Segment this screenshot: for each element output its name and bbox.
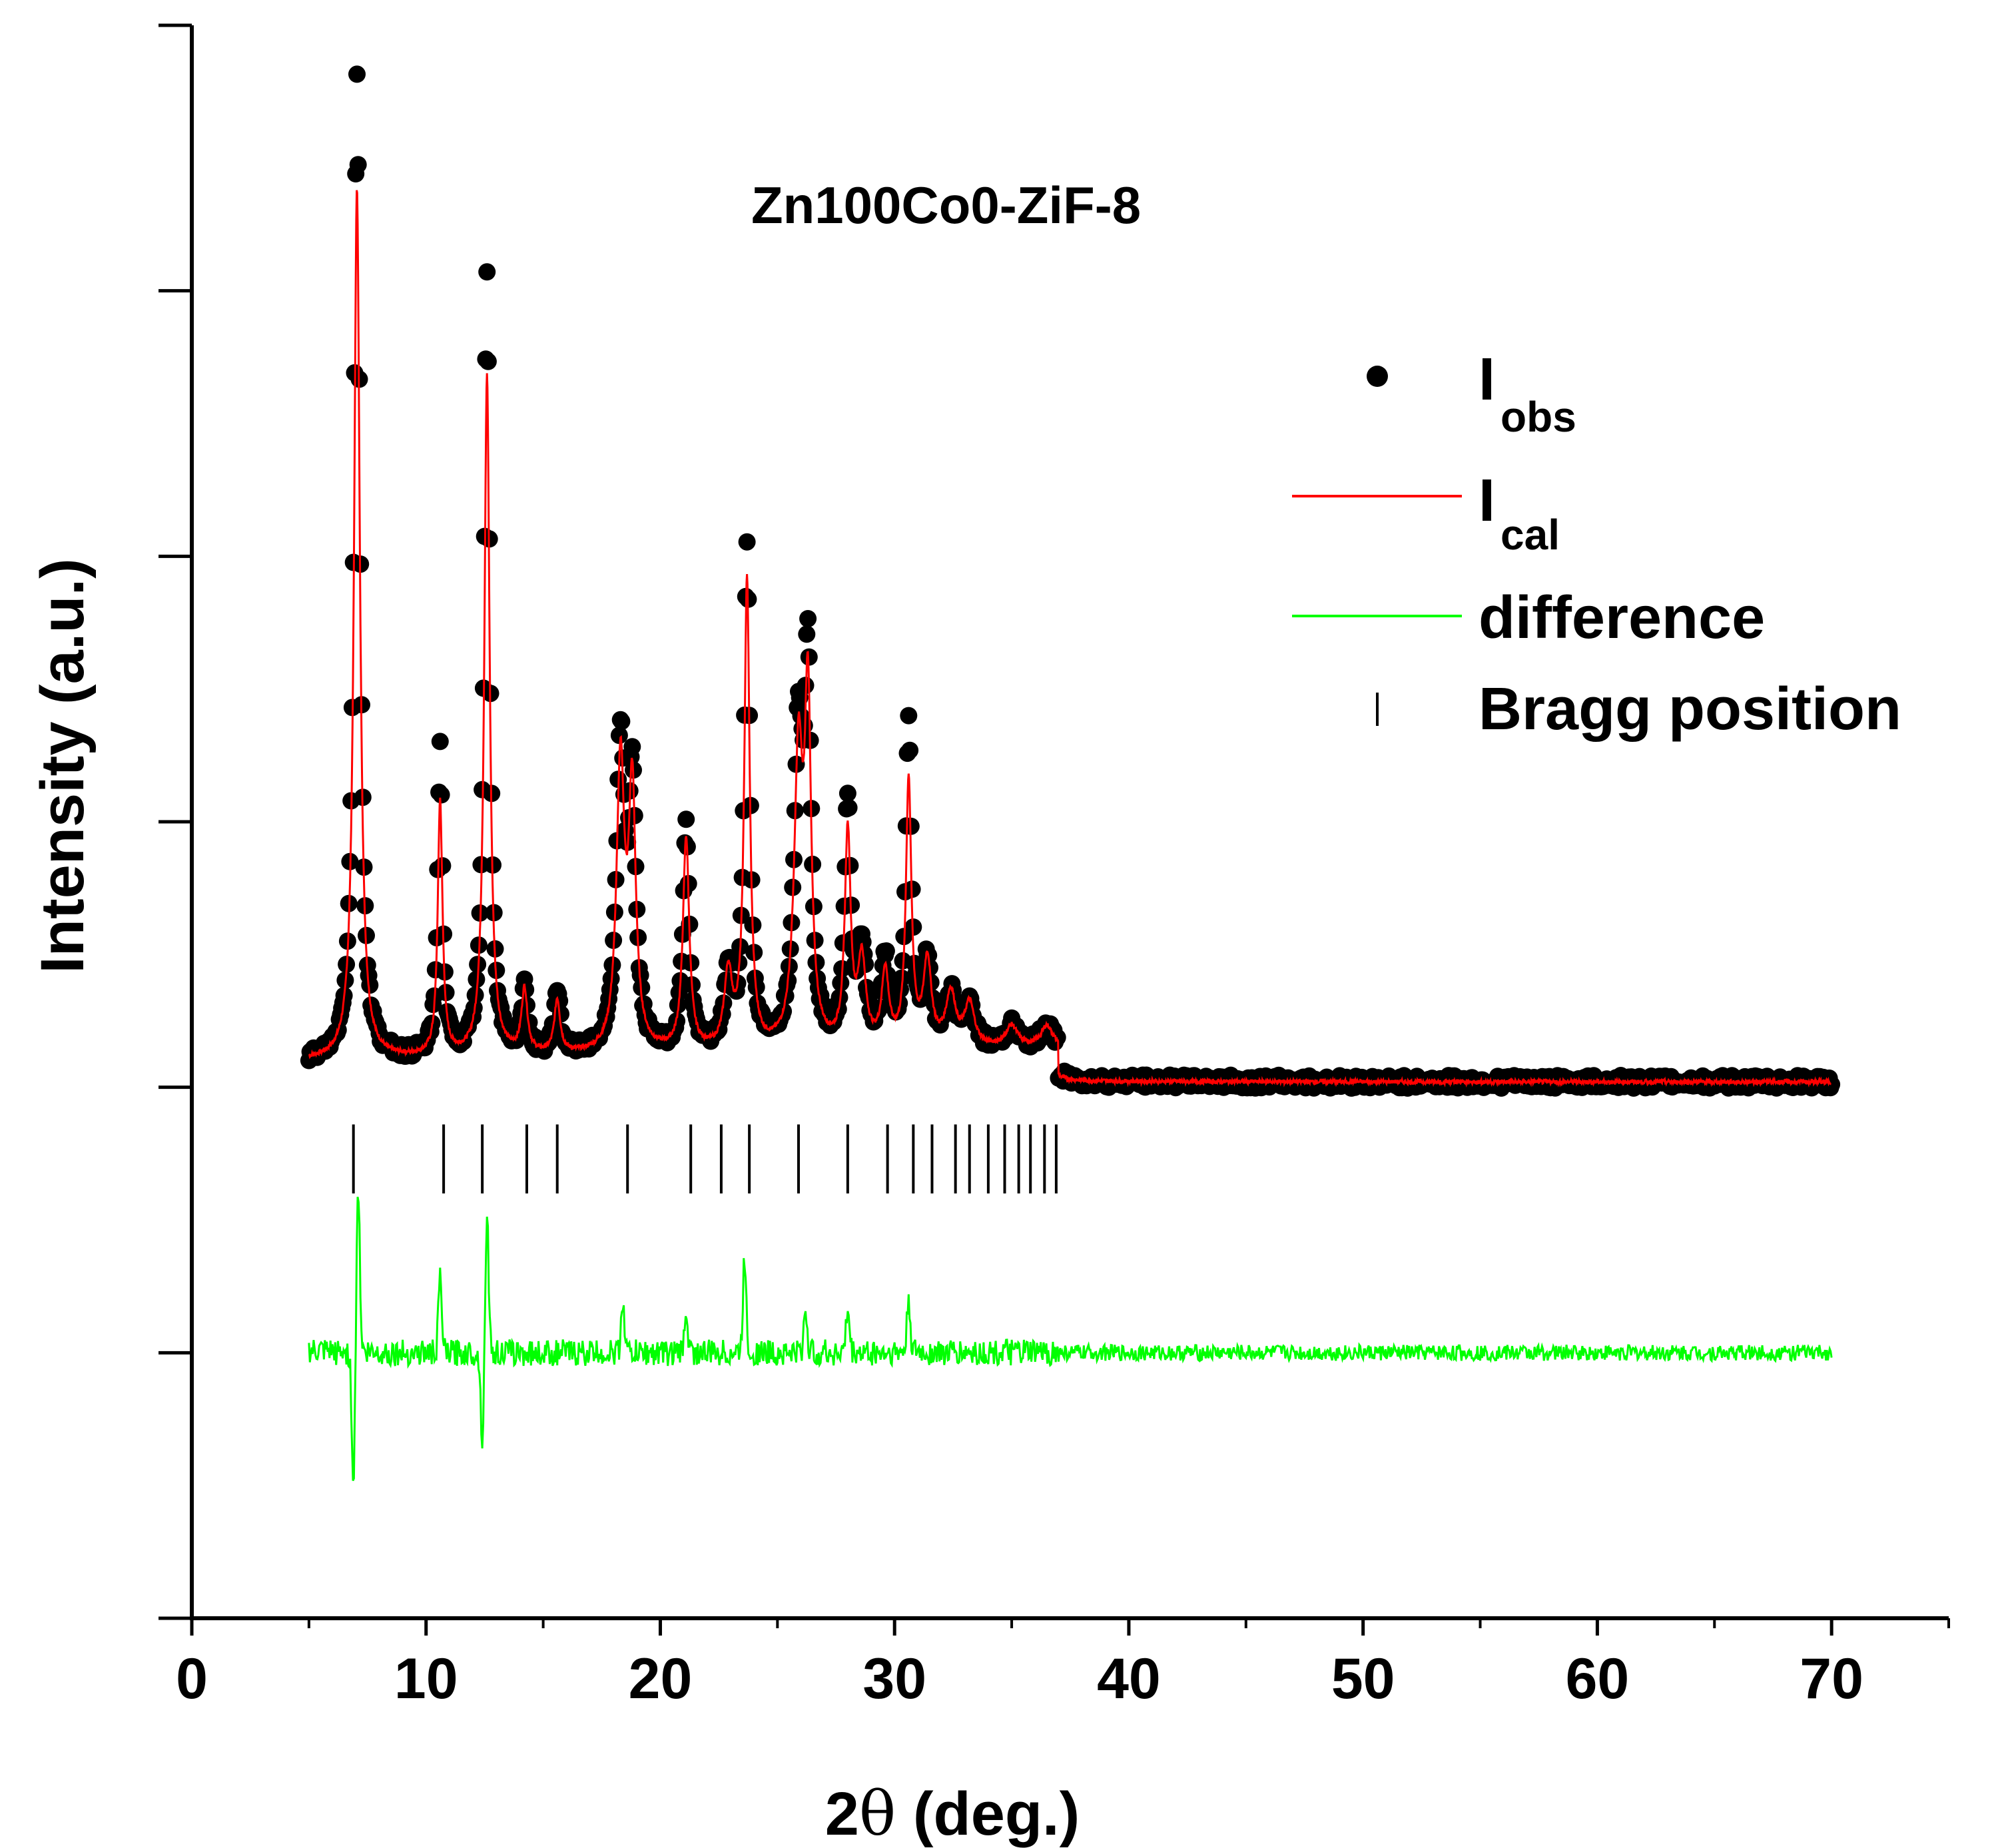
observed-point [613,713,631,731]
observed-point [432,786,450,804]
calculated-series [308,190,1832,1088]
x-tick-label: 70 [1800,1647,1863,1711]
x-axis-label: 2θ (deg.) [825,1778,1080,1848]
observed-point [798,625,816,643]
chart-title: Zn100Co0-ZiF-8 [751,176,1141,234]
observed-point [901,741,919,759]
legend-obs-marker [1367,366,1388,387]
observed-point [610,727,628,745]
legend-entry-obs: I obs [1367,346,1576,441]
legend-entry-difference: difference [1292,585,1765,651]
observed-point [623,738,641,756]
observed-point [552,1005,569,1023]
axes: 0 10 20 30 40 50 60 70 [159,23,1950,1711]
x-tick-label: 20 [629,1647,693,1711]
observed-point [1823,1076,1841,1093]
legend-entry-cal: I cal [1292,467,1560,559]
bragg-position-series [352,1124,1058,1194]
x-tick-label: 50 [1331,1647,1395,1711]
legend-obs-subscript: obs [1500,393,1576,441]
observed-point [431,733,449,751]
x-axis-label-theta: θ [859,1778,896,1848]
observed-point [466,986,484,1004]
observed-point [348,65,366,83]
calculated-line [308,190,1832,1088]
x-tick-label: 0 [176,1647,208,1711]
observed-point [738,533,756,551]
x-tick-label: 60 [1566,1647,1630,1711]
observed-point [840,798,858,816]
difference-line [308,1197,1833,1482]
observed-point [900,707,918,725]
legend-cal-label: I [1479,467,1495,534]
observed-point [856,956,874,974]
legend-cal-subscript: cal [1500,511,1560,559]
observed-point [349,156,367,174]
y-axis-label: Intensity (a.u.) [29,558,97,974]
legend-bragg-label: Bragg position [1479,676,1901,743]
legend-obs-label: I [1479,346,1495,413]
observed-point [838,784,856,802]
observed-point [479,352,497,370]
x-tick-label: 30 [862,1647,926,1711]
observed-point [890,994,908,1012]
observed-point [478,263,496,281]
observed-point [877,942,895,960]
x-axis-label-unit: (deg.) [896,1780,1080,1848]
observed-point [799,610,817,627]
x-tick-label: 40 [1097,1647,1161,1711]
x-tick-label: 10 [394,1647,458,1711]
observed-point [892,969,910,987]
difference-series [308,1197,1833,1482]
observed-point [468,970,486,988]
observed-point [361,976,379,994]
legend: I obs I cal difference Bragg position [1292,346,1901,743]
x-axis-label-main: 2 [825,1780,859,1848]
legend-difference-label: difference [1479,585,1765,651]
legend-entry-bragg: Bragg position [1376,676,1901,743]
observed-point [677,810,695,828]
